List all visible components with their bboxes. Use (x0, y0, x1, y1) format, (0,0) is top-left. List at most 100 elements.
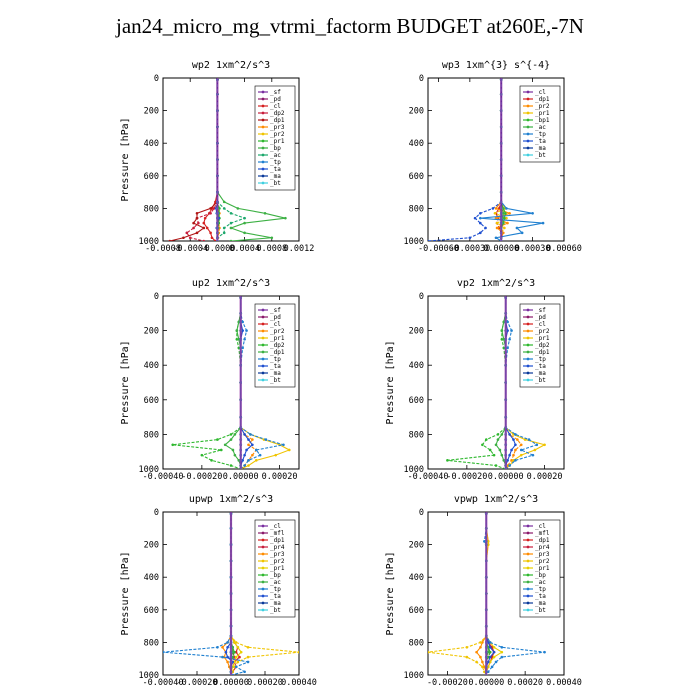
x-tick-label: -0.00020 (181, 472, 222, 482)
legend-marker (261, 329, 265, 333)
data-point (535, 443, 539, 447)
legend-marker (526, 343, 530, 347)
data-point (224, 650, 228, 654)
data-point (498, 448, 502, 452)
data-point (168, 239, 172, 241)
x-tick-label: -0.00020 (446, 472, 487, 482)
legend-label: _dp1 (270, 349, 285, 356)
legend-marker (526, 559, 530, 563)
legend-label: _pr2 (535, 328, 550, 335)
legend-marker (526, 104, 530, 108)
legend: _cl_mfl_dp1_pr4_pr3_pr2_pr1_bp_ac_tp_ta_… (254, 519, 296, 618)
legend-label: _dp1 (270, 117, 285, 124)
legend-marker (526, 90, 530, 94)
series-group (171, 296, 291, 469)
data-point (510, 448, 513, 452)
legend-label: _dp2 (270, 342, 285, 349)
x-tick-label: 0.00000 (213, 678, 249, 688)
data-point (243, 216, 246, 220)
data-point (502, 337, 506, 341)
panel-title: wp3 1xm^{3} s^{-4} (442, 60, 550, 71)
y-tick-label: 400 (144, 573, 159, 583)
y-axis-label: Pressure [hPa] (120, 340, 131, 424)
data-point (245, 329, 248, 332)
data-point (246, 660, 250, 664)
data-point (231, 448, 235, 452)
legend-label: _pr4 (270, 544, 285, 551)
legend-label: _cl (270, 103, 281, 110)
y-tick-label: 400 (144, 139, 159, 149)
panel-title: wp2 1xm^2/s^3 (192, 60, 270, 71)
data-point (483, 540, 486, 543)
data-point (221, 645, 224, 649)
legend-marker (261, 308, 265, 312)
data-point (237, 320, 241, 324)
data-point (219, 448, 223, 452)
legend-marker (261, 336, 265, 340)
data-point (241, 459, 244, 462)
data-point (243, 433, 246, 436)
data-point (171, 443, 175, 447)
data-point (237, 459, 241, 462)
data-point (185, 231, 189, 235)
data-point (229, 221, 233, 225)
data-point (506, 221, 509, 225)
data-point (243, 221, 246, 225)
data-point (492, 645, 496, 649)
legend-marker (261, 608, 265, 612)
data-point (254, 448, 258, 452)
legend-label: _pr2 (270, 558, 285, 565)
legend-label: _ta (270, 593, 281, 600)
legend-label: _ma (535, 370, 546, 377)
data-point (500, 337, 504, 341)
data-point (502, 211, 505, 215)
data-point (479, 645, 482, 649)
legend-label: _ma (270, 173, 281, 180)
data-point (202, 221, 206, 225)
y-tick-label: 1000 (139, 465, 159, 475)
legend-label: _mfl (535, 530, 550, 537)
x-tick-label: -0.00020 (427, 678, 468, 688)
y-tick-label: 600 (409, 606, 424, 616)
y-tick-label: 800 (409, 430, 424, 440)
data-point (475, 660, 478, 664)
data-point (488, 650, 492, 654)
x-tick-label: -0.0004 (172, 244, 208, 254)
data-point (222, 226, 226, 230)
legend-label: _tp (535, 586, 546, 593)
plot-frame (427, 295, 565, 470)
x-tick-label: 0.00000 (468, 678, 504, 688)
data-point (500, 650, 504, 654)
data-point (515, 226, 519, 230)
data-point (496, 438, 500, 441)
data-point (505, 207, 508, 210)
data-point (495, 226, 499, 230)
legend-marker (261, 104, 265, 108)
data-point (508, 211, 511, 215)
data-point (502, 459, 506, 462)
legend-label: _pr2 (270, 328, 285, 335)
series-line-ac (216, 79, 247, 241)
x-tick-label: -0.0008 (145, 244, 181, 254)
data-point (209, 211, 212, 215)
y-tick-label: 200 (409, 541, 424, 551)
y-tick-label: 600 (144, 396, 159, 406)
y-tick-label: 600 (409, 172, 424, 182)
legend-marker (261, 378, 265, 382)
data-point (486, 540, 490, 543)
data-point (251, 453, 254, 457)
data-point (519, 443, 523, 447)
series-line-dp2 (172, 297, 242, 469)
legend-label: _ta (270, 166, 281, 173)
x-tick-label: 0.00020 (262, 472, 298, 482)
legend-marker (526, 350, 530, 354)
legend-label: _pr1 (270, 138, 285, 145)
data-point (519, 453, 523, 457)
legend: _sf_pd_cl_dp2_dp1_pr3_pr2_pr1_bp_ac_tp_t… (254, 85, 296, 191)
legend-label: _pr1 (270, 335, 285, 342)
series-line-dp1 (495, 297, 507, 469)
legend-label: _pr2 (535, 558, 550, 565)
legend-marker (261, 181, 265, 185)
data-point (490, 645, 494, 649)
legend-marker (261, 160, 265, 164)
